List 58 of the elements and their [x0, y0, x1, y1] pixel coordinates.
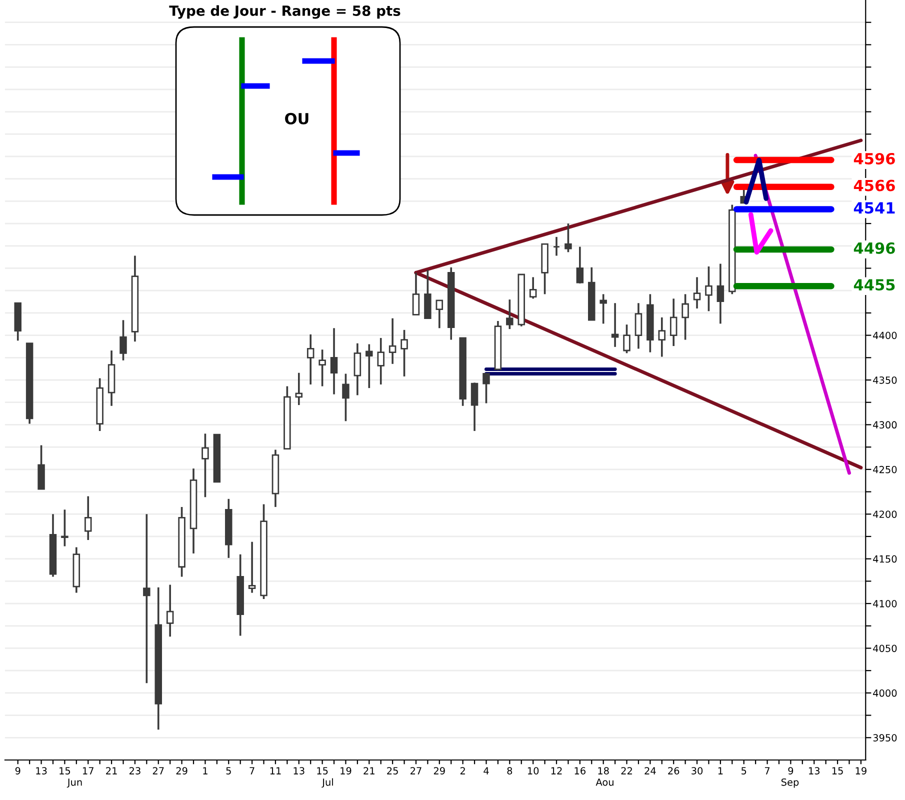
ref-line-label: 4541: [854, 202, 895, 214]
x-tick-label: 26: [668, 767, 680, 774]
x-tick-label: 12: [551, 767, 562, 774]
y-tick-label: 4300: [873, 421, 897, 429]
ref-line-label: 4596: [854, 152, 895, 164]
x-tick-label: 13: [36, 767, 47, 774]
x-tick-label: 15: [317, 767, 328, 774]
text: Sep: [781, 778, 799, 788]
x-tick-label: 16: [574, 767, 586, 774]
x-tick-label: 10: [528, 767, 539, 774]
x-tick-label: 5: [742, 767, 746, 774]
x-tick-label: 29: [434, 767, 445, 774]
x-tick-label: 21: [106, 767, 117, 774]
x-tick-label: 25: [387, 767, 398, 774]
x-tick-label: 19: [340, 767, 352, 774]
y-tick-label: 3950: [873, 734, 897, 742]
ref-line-label: 4496: [854, 242, 895, 254]
x-tick-label: 8: [507, 767, 512, 774]
x-tick-label: 15: [832, 767, 843, 774]
x-tick-label: 9: [15, 767, 20, 774]
x-tick-label: 5: [226, 767, 231, 774]
x-tick-label: 7: [764, 767, 770, 774]
x-tick-label: 7: [250, 767, 254, 774]
x-tick-label: 1: [718, 767, 723, 774]
chart-title: Type de Jour - Range = 58 pts: [169, 5, 400, 19]
text: Jun: [66, 778, 82, 788]
ref-line-label: 4566: [854, 180, 895, 192]
x-tick-label: 15: [60, 767, 70, 774]
x-tick-label: 13: [808, 767, 820, 774]
x-tick-label: 13: [294, 767, 304, 774]
y-tick-label: 4000: [873, 689, 897, 697]
annotation: OU: [285, 112, 308, 124]
x-tick-label: 30: [692, 767, 703, 774]
y-tick-label: 4400: [873, 332, 897, 340]
x-tick-label: 22: [621, 767, 632, 774]
x-tick-label: 9: [788, 767, 794, 774]
x-tick-label: 18: [598, 767, 609, 774]
y-tick-label: 4200: [873, 510, 897, 518]
y-tick-label: 4350: [873, 376, 897, 384]
y-tick-label: 4250: [873, 466, 897, 474]
y-tick-label: 4150: [873, 555, 897, 563]
y-tick-label: 4100: [873, 600, 897, 608]
text: Jul: [322, 778, 333, 788]
x-tick-label: 21: [364, 767, 374, 774]
x-tick-label: 24: [644, 767, 656, 774]
x-tick-label: 27: [410, 767, 422, 774]
x-tick-label: 29: [176, 767, 188, 774]
x-tick-label: 23: [129, 767, 140, 774]
x-tick-label: 4: [484, 767, 489, 774]
x-tick-label: 27: [152, 767, 164, 774]
ref-line-label: 4455: [854, 279, 895, 291]
x-tick-label: 1: [203, 767, 208, 774]
text: Aou: [596, 778, 614, 786]
x-tick-label: 17: [83, 767, 94, 774]
y-tick-label: 4050: [873, 644, 897, 652]
x-tick-label: 11: [270, 767, 281, 774]
x-tick-label: 19: [856, 767, 866, 774]
x-tick-label: 2: [460, 767, 465, 774]
